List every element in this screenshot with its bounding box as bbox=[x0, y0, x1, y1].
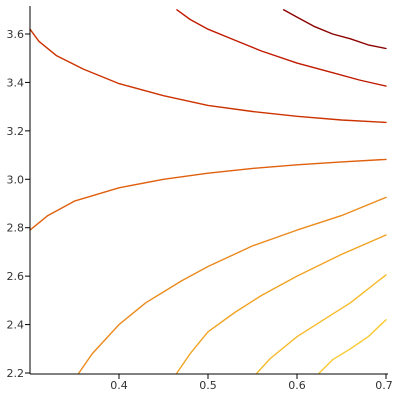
y-axis-ticks: 2.2 2.4 2.6 2.8 3.0 3.2 3.4 3.6 bbox=[7, 28, 30, 380]
contour-line-8 bbox=[318, 319, 387, 374]
y-tick-label: 2.2 bbox=[7, 367, 25, 380]
contour-lines bbox=[29, 9, 387, 374]
x-tick-label: 0.6 bbox=[288, 379, 306, 392]
y-tick-label: 3.6 bbox=[7, 28, 25, 41]
contour-line-6 bbox=[176, 234, 387, 374]
y-tick-label: 2.8 bbox=[7, 222, 25, 235]
y-tick-label: 2.6 bbox=[7, 270, 25, 283]
contour-line-7 bbox=[256, 274, 387, 374]
x-tick-label: 0.5 bbox=[199, 379, 217, 392]
y-tick-label: 3.0 bbox=[7, 173, 25, 186]
contour-line-4 bbox=[29, 158, 387, 231]
x-axis-ticks: 0.4 0.5 0.6 0.7 bbox=[110, 374, 393, 392]
y-tick-label: 3.2 bbox=[7, 125, 25, 138]
x-tick-label: 0.7 bbox=[375, 379, 393, 392]
contour-line-1 bbox=[282, 9, 387, 50]
contour-line-3 bbox=[29, 28, 387, 124]
contour-line-2 bbox=[176, 9, 387, 87]
contour-line-5 bbox=[78, 196, 387, 374]
y-tick-label: 2.4 bbox=[7, 319, 25, 332]
x-tick-label: 0.4 bbox=[110, 379, 128, 392]
y-tick-label: 3.4 bbox=[7, 76, 25, 89]
